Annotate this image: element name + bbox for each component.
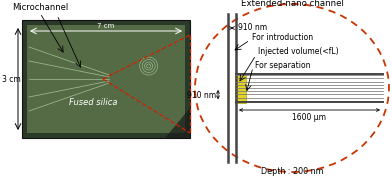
Text: 1600 μm: 1600 μm — [292, 112, 327, 121]
Bar — [236, 73, 247, 103]
Text: Fused silica: Fused silica — [69, 98, 118, 107]
Polygon shape — [165, 108, 190, 138]
Text: Depth : 200 nm: Depth : 200 nm — [261, 168, 323, 176]
Text: For introduction: For introduction — [252, 33, 313, 42]
Bar — [22, 20, 190, 138]
Text: Injected volume(<fL): Injected volume(<fL) — [258, 48, 339, 56]
Text: For separation: For separation — [255, 61, 310, 70]
Text: 3 cm: 3 cm — [2, 74, 20, 83]
Bar — [27, 25, 185, 133]
Text: 910 nm: 910 nm — [187, 91, 216, 100]
Text: Microchannel: Microchannel — [12, 2, 68, 11]
Text: Extended-nano channel: Extended-nano channel — [241, 0, 343, 8]
Text: 910 nm: 910 nm — [238, 24, 267, 33]
Text: 7 cm: 7 cm — [97, 23, 115, 29]
